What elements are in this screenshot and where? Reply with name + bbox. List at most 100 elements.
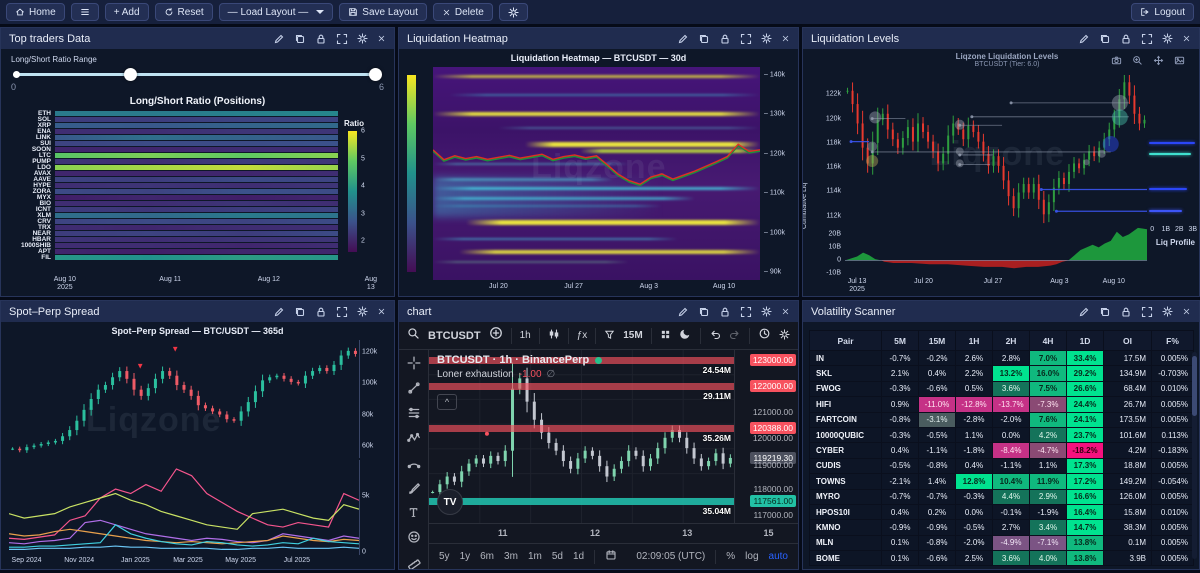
table-row[interactable]: HPOS10I 0.4% 0.2% 0.0% -0.1% -1.9% 16.4% 15.8M 0… [809,503,1194,521]
table-row[interactable]: FWOG -0.3% -0.6% 0.5% 3.6% 7.5% 26.6% 68.4M 0.01… [809,380,1194,398]
table-row[interactable]: FARTCOIN -0.8% -3.1% -2.8% -2.0% 7.6% 24.1% 173… [809,411,1194,428]
copy-icon[interactable] [294,306,306,318]
symbol-button[interactable]: BTCUSDT [428,329,481,342]
collapse-button[interactable]: ^ [437,394,457,410]
image-icon[interactable] [1174,53,1185,71]
table-row[interactable]: TOWNS -2.1% 1.4% 12.8% 10.4% 11.9% 17.2% 149.2M… [809,473,1194,490]
tradingview-logo[interactable]: TV [437,489,463,515]
table-row[interactable]: MYRO -0.7% -0.7% -0.3% 4.4% 2.9% 16.6% 126.0M 0.… [809,488,1194,505]
price-subchart[interactable]: Liqzone 120k 100k 80k 60k ▼ ▼ [9,340,377,458]
copy-icon[interactable] [1099,33,1111,45]
pencil-icon[interactable] [1078,306,1090,318]
copy-icon[interactable] [698,306,710,318]
gear-icon[interactable] [1162,306,1173,317]
liquidation-heatmap-plot[interactable]: Liqzone [433,67,760,280]
ruler-icon[interactable] [407,555,421,569]
range-5y[interactable]: 5y [439,551,450,562]
pencil-icon[interactable] [273,306,285,318]
lock-icon[interactable] [719,306,731,318]
panel-header[interactable]: Liquidation Levels [803,28,1199,49]
range-6m[interactable]: 6m [480,551,495,562]
time-axis[interactable]: 11 12 13 15 [429,523,798,543]
settings-button[interactable] [498,3,528,21]
pencil-icon[interactable] [1078,33,1090,45]
candlestick-chart[interactable]: BTCUSDT · 1h · BinancePerp Loner exhaust… [429,350,734,523]
spread-subchart[interactable]: 5k 0 [9,460,369,555]
expand-icon[interactable] [336,306,348,318]
percent-scale-button[interactable]: % [726,551,736,562]
range-1y[interactable]: 1y [459,551,471,562]
arc-tool-icon[interactable] [407,456,421,470]
table-row[interactable]: CYBER 0.4% -1.1% -1.8% -8.4% -4.7% -18.2% 4.2M -… [809,442,1194,459]
candle-style-icon[interactable] [548,327,560,345]
indicators-button[interactable]: ƒx [576,330,588,341]
column-header-f%[interactable]: F% [1151,330,1194,351]
panel-header[interactable]: Spot–Perp Spread [1,301,394,322]
column-header-oi[interactable]: OI [1103,330,1152,351]
table-row[interactable]: IN -0.7% -0.2% 2.6% 2.8% 7.0% 33.4% 17.5M 0.005% [809,349,1194,367]
range-1d[interactable]: 1d [572,551,585,562]
home-button[interactable]: Home [6,3,65,21]
ratio-range-slider[interactable] [13,67,382,81]
panel-header[interactable]: Volatility Scanner [803,301,1199,322]
lock-icon[interactable] [1120,33,1132,45]
copy-icon[interactable] [1099,306,1111,318]
xabcd-pattern-icon[interactable] [406,431,421,445]
range-5d[interactable]: 5d [551,551,563,562]
expand-icon[interactable] [1141,33,1153,45]
gear-icon[interactable] [761,33,772,44]
chart-settings-icon[interactable] [779,327,790,345]
column-header-4h[interactable]: 4H [1029,330,1067,351]
close-icon[interactable] [377,307,386,316]
expand-icon[interactable] [740,33,752,45]
expand-icon[interactable] [740,306,752,318]
compare-icon[interactable] [489,326,503,345]
slider-track[interactable] [13,73,382,76]
panel-header[interactable]: Liquidation Heatmap [399,28,798,49]
replay-icon[interactable] [758,327,771,345]
close-icon[interactable] [377,34,386,43]
layout-grid-icon[interactable] [660,327,671,345]
lock-icon[interactable] [719,33,731,45]
emoji-icon[interactable] [407,530,421,544]
table-row[interactable]: BOME 0.1% -0.6% 2.5% 3.6% 4.0% 13.8% 3.9B 0.005% [809,550,1194,567]
close-icon[interactable] [781,307,790,316]
close-icon[interactable] [1182,34,1191,43]
trendline-icon[interactable] [407,381,421,395]
table-row[interactable]: HIFI 0.9% -11.0% -12.8% -13.7% -7.3% 24.4% 26.7… [809,396,1194,413]
price-scale[interactable]: 123000.00 122000.00 121000.00 120388.00 1200… [734,350,798,523]
column-header-pair[interactable]: Pair [809,330,882,351]
column-header-2h[interactable]: 2H [992,330,1030,351]
slider-handle-low[interactable] [123,68,137,81]
panel-header[interactable]: chart [399,301,798,322]
table-row[interactable]: CUDIS -0.5% -0.8% 0.4% -1.1% 1.1% 17.3% 18.8M 0.… [809,457,1194,475]
column-header-15m[interactable]: 15M [918,330,956,351]
expand-icon[interactable] [336,33,348,45]
volume-filter-button[interactable]: 15M [623,330,643,341]
calendar-icon[interactable] [605,549,617,564]
text-tool-icon[interactable] [407,506,420,519]
auto-scale-button[interactable]: auto [768,551,788,562]
expand-icon[interactable] [1141,306,1153,318]
lock-icon[interactable] [315,33,327,45]
column-header-5m[interactable]: 5M [881,330,919,351]
range-1m[interactable]: 1m [527,551,542,562]
pencil-icon[interactable] [677,33,689,45]
cumulative-liq-plot[interactable] [845,224,1147,276]
copy-icon[interactable] [698,33,710,45]
gear-icon[interactable] [761,306,772,317]
slider-handle-high[interactable] [369,68,382,81]
reset-button[interactable]: Reset [154,3,213,21]
interval-button[interactable]: 1h [519,330,531,341]
table-row[interactable]: MLN 0.1% -0.8% -2.0% -4.9% -7.1% 13.8% 0.1M 0.00… [809,534,1194,552]
close-icon[interactable] [1182,307,1191,316]
table-scrollbar[interactable] [1192,352,1197,559]
gear-icon[interactable] [357,306,368,317]
brush-icon[interactable] [407,481,421,495]
zoom-icon[interactable] [1132,53,1143,71]
symbol-search-icon[interactable] [407,327,420,345]
gear-icon[interactable] [1162,33,1173,44]
close-icon[interactable] [781,34,790,43]
logout-button[interactable]: Logout [1131,3,1194,21]
filter-icon[interactable] [604,327,615,345]
